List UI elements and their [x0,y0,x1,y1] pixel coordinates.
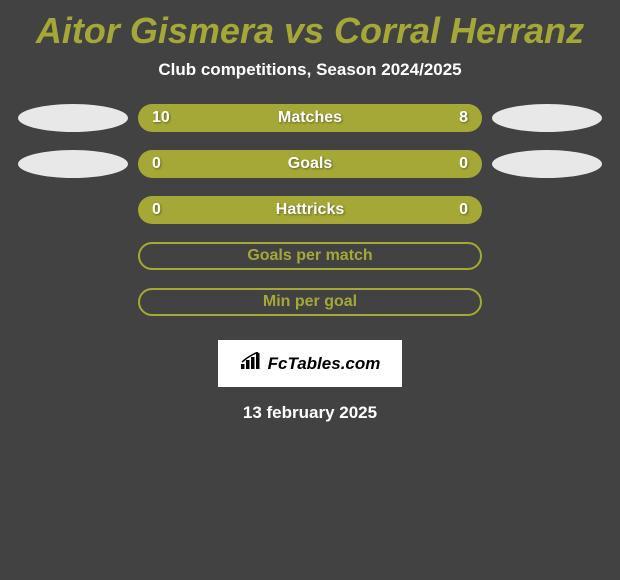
stat-value-right: 0 [444,201,468,219]
player-ellipse-right [492,104,602,132]
source-badge: FcTables.com [218,340,403,387]
stat-bar: Min per goal [138,288,482,316]
player-ellipse-right [492,150,602,178]
stat-value-right: 0 [444,155,468,173]
stat-value-left: 0 [152,201,176,219]
stat-label: Min per goal [263,293,357,311]
main-container: Aitor Gismera vs Corral Herranz Club com… [0,0,620,433]
stat-row: 10 Matches 8 [0,104,620,132]
stat-label: Goals per match [247,247,372,265]
stat-value-left: 0 [152,155,176,173]
stat-label: Hattricks [276,201,344,219]
page-subtitle: Club competitions, Season 2024/2025 [0,60,620,80]
stat-label: Matches [278,109,342,127]
player-ellipse-left [18,104,128,132]
stat-value-left: 10 [152,109,176,127]
stat-row: 0 Hattricks 0 [0,196,620,224]
stat-bar: 10 Matches 8 [138,104,482,132]
chart-icon [240,352,262,375]
stat-row: Goals per match [0,242,620,270]
stats-area: 10 Matches 8 0 Goals 0 0 Hattricks 0 Goals per ma… [0,104,620,316]
stat-bar: Goals per match [138,242,482,270]
date-text: 13 february 2025 [0,403,620,423]
stat-value-right: 8 [444,109,468,127]
stat-bar: 0 Hattricks 0 [138,196,482,224]
stat-label: Goals [288,155,332,173]
source-text: FcTables.com [268,354,381,374]
stat-row: Min per goal [0,288,620,316]
page-title: Aitor Gismera vs Corral Herranz [0,10,620,52]
stat-row: 0 Goals 0 [0,150,620,178]
player-ellipse-left [18,150,128,178]
stat-bar: 0 Goals 0 [138,150,482,178]
